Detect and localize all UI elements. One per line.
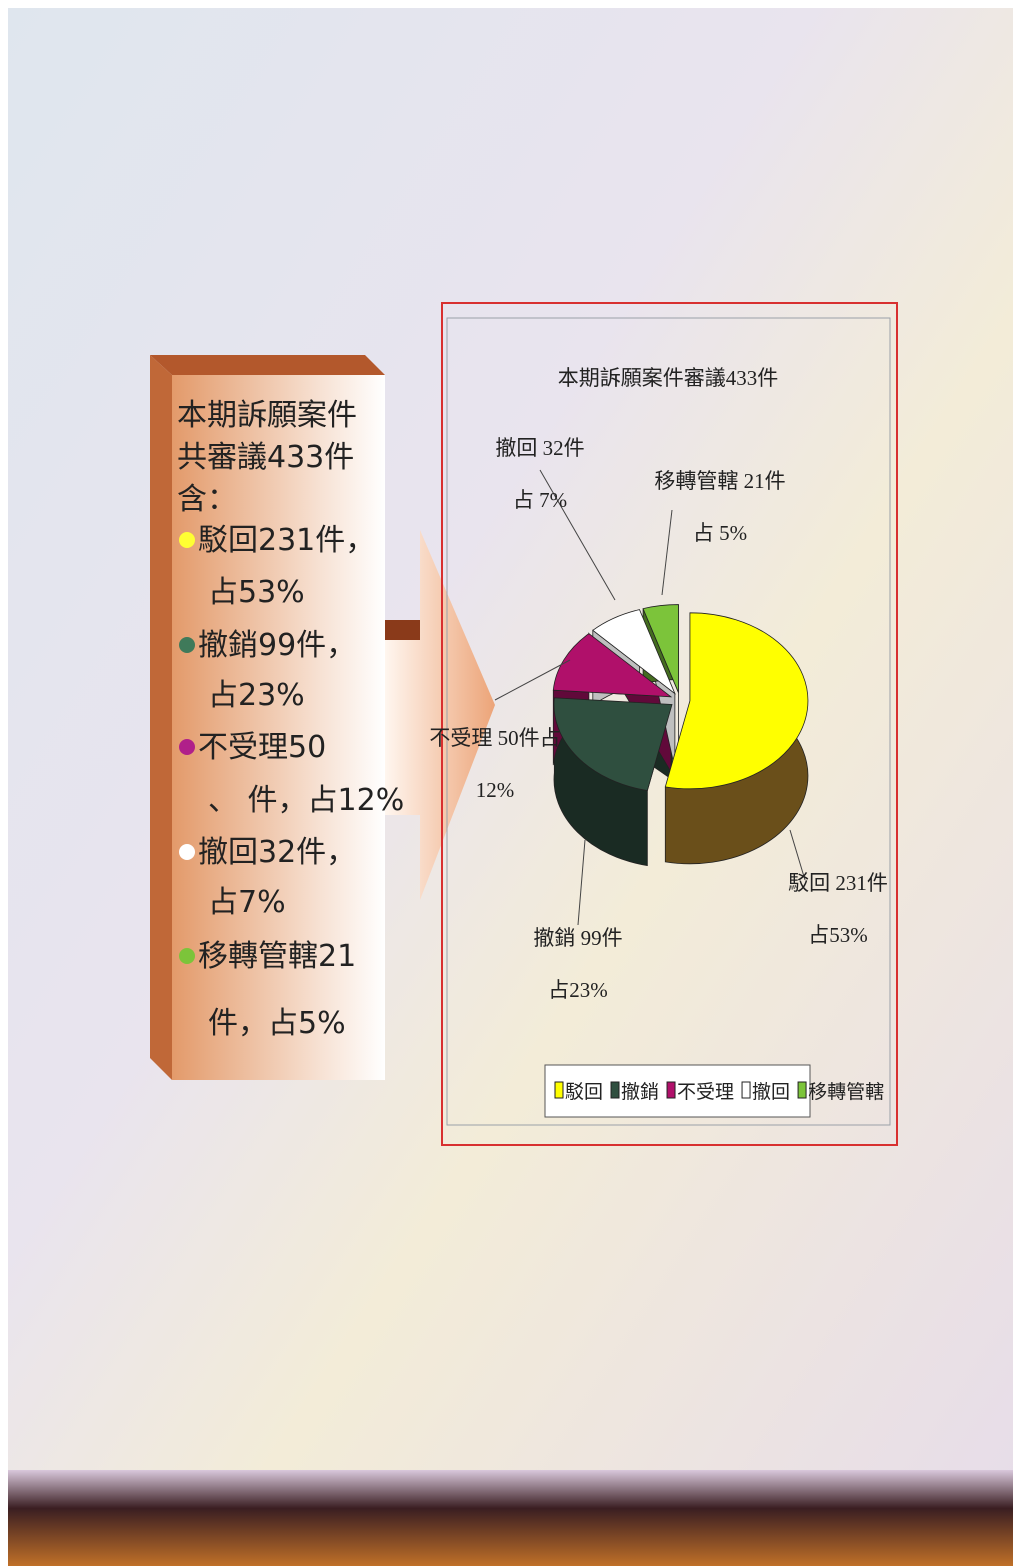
item-line: 件，占5% bbox=[208, 1006, 346, 1041]
data-label: 占 7% bbox=[513, 488, 567, 512]
legend-box bbox=[544, 1064, 811, 1118]
bullet bbox=[179, 532, 195, 548]
item-line: 占23% bbox=[208, 678, 305, 713]
legend-label: 不受理 bbox=[677, 1081, 734, 1103]
chart-title: 本期訴願案件審議433件 bbox=[558, 366, 779, 390]
heading-line: 共審議433件 bbox=[177, 440, 354, 475]
item-line: 駁回231件， bbox=[198, 523, 375, 558]
legend-swatch bbox=[741, 1081, 751, 1099]
outer-frame bbox=[441, 302, 898, 1146]
plot-frame bbox=[446, 317, 891, 1126]
box-side bbox=[150, 355, 172, 1080]
slice bbox=[664, 612, 809, 790]
legend-swatch bbox=[554, 1081, 564, 1099]
legend-swatch bbox=[797, 1081, 807, 1099]
item-line: 不受理50 bbox=[198, 730, 326, 765]
data-label: 占 5% bbox=[693, 521, 747, 545]
legend-label: 駁回 bbox=[565, 1081, 603, 1103]
leader-line bbox=[577, 839, 586, 926]
data-label: 駁回 231件 bbox=[788, 871, 888, 895]
item-line: 撤銷99件， bbox=[198, 628, 356, 663]
leader-line bbox=[661, 509, 673, 596]
item-line: 占7% bbox=[208, 885, 286, 920]
bullet bbox=[179, 948, 195, 964]
item-line: 撤回32件， bbox=[198, 835, 356, 870]
item-line: 、 件，占12% bbox=[208, 783, 404, 818]
item-line: 占53% bbox=[208, 575, 305, 610]
legend-swatch bbox=[666, 1081, 676, 1099]
heading-line: 含： bbox=[177, 482, 237, 517]
slice bbox=[553, 697, 673, 792]
data-label: 撤銷 99件 bbox=[533, 926, 622, 950]
data-label: 撤回 32件 bbox=[495, 436, 584, 460]
bottom-band bbox=[8, 1470, 1013, 1566]
slice bbox=[552, 633, 673, 698]
leader-line bbox=[539, 469, 616, 601]
legend-label: 移轉管轄 bbox=[808, 1081, 884, 1103]
item-line: 移轉管轄21 bbox=[198, 939, 356, 974]
leader-line bbox=[789, 829, 806, 881]
data-label: 占53% bbox=[808, 923, 868, 947]
bullet bbox=[179, 844, 195, 860]
leader-line bbox=[494, 659, 571, 701]
bullet bbox=[179, 637, 195, 653]
data-label: 移轉管轄 21件 bbox=[654, 469, 785, 493]
heading-line: 本期訴願案件 bbox=[177, 398, 357, 433]
box-top bbox=[150, 355, 385, 375]
data-label: 12% bbox=[476, 778, 515, 802]
arrow bbox=[385, 530, 495, 900]
data-label: 不受理 50件占 bbox=[429, 726, 560, 750]
legend-swatch bbox=[610, 1081, 620, 1099]
slice bbox=[592, 609, 676, 695]
data-label: 占23% bbox=[548, 978, 608, 1002]
legend-label: 撤回 bbox=[752, 1081, 790, 1103]
slice bbox=[642, 604, 679, 693]
legend-label: 撤銷 bbox=[621, 1081, 659, 1103]
bullet bbox=[179, 739, 195, 755]
box-front bbox=[172, 375, 385, 1080]
